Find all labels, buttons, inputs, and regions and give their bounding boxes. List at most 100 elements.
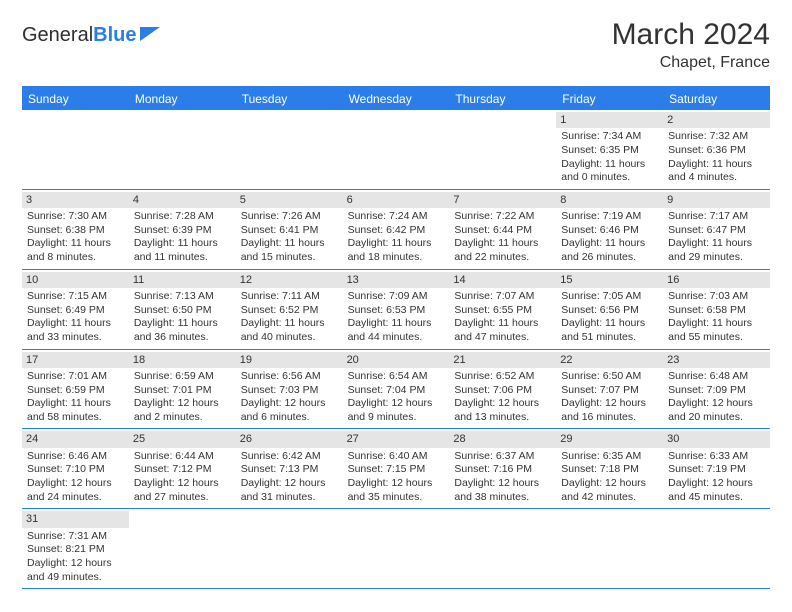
day-number: 10: [22, 272, 129, 288]
day-info: Sunrise: 7:05 AMSunset: 6:56 PMDaylight:…: [561, 290, 658, 345]
day-cell-31: 31 Sunrise: 7:31 AMSunset: 8:21 PMDayligh…: [22, 509, 129, 588]
day-header-friday: Friday: [556, 88, 663, 110]
day-cell-21: 21Sunrise: 6:52 AMSunset: 7:06 PMDayligh…: [449, 350, 556, 429]
day-info: Sunrise: 7:11 AMSunset: 6:52 PMDaylight:…: [241, 290, 338, 345]
month-title: March 2024: [612, 18, 770, 52]
day-number: 29: [556, 431, 663, 447]
day-cell-17: 17Sunrise: 7:01 AMSunset: 6:59 PMDayligh…: [22, 350, 129, 429]
day-cell-6: 6 Sunrise: 7:24 AMSunset: 6:42 PMDaylight…: [343, 190, 450, 269]
day-info: Sunrise: 7:31 AMSunset: 8:21 PMDaylight:…: [27, 530, 124, 585]
day-cell-3: 3Sunrise: 7:30 AMSunset: 6:38 PMDaylight…: [22, 190, 129, 269]
day-cell-24: 24 Sunrise: 6:46 AMSunset: 7:10 PMDayligh…: [22, 429, 129, 508]
day-info: Sunrise: 7:01 AMSunset: 6:59 PMDaylight:…: [27, 370, 124, 425]
day-info: Sunrise: 6:59 AMSunset: 7:01 PMDaylight:…: [134, 370, 231, 425]
day-number: 1: [556, 112, 663, 128]
day-info: Sunrise: 6:40 AMSunset: 7:15 PMDaylight:…: [348, 450, 445, 505]
day-number: 14: [449, 272, 556, 288]
day-header-monday: Monday: [129, 88, 236, 110]
day-info: Sunrise: 6:35 AMSunset: 7:18 PMDaylight:…: [561, 450, 658, 505]
day-number: 25: [129, 431, 236, 447]
empty-cell: [129, 110, 236, 189]
day-number: 6: [343, 192, 450, 208]
day-info: Sunrise: 7:32 AMSunset: 6:36 PMDaylight:…: [668, 130, 765, 185]
day-cell-26: 26Sunrise: 6:42 AMSunset: 7:13 PMDayligh…: [236, 429, 343, 508]
day-header-sunday: Sunday: [22, 88, 129, 110]
week-row: 17Sunrise: 7:01 AMSunset: 6:59 PMDayligh…: [22, 350, 770, 430]
day-info: Sunrise: 7:28 AMSunset: 6:39 PMDaylight:…: [134, 210, 231, 265]
empty-cell: [236, 110, 343, 189]
day-number: 12: [236, 272, 343, 288]
empty-cell: [663, 509, 770, 588]
day-info: Sunrise: 7:07 AMSunset: 6:55 PMDaylight:…: [454, 290, 551, 345]
day-number: 20: [343, 352, 450, 368]
empty-cell: [449, 509, 556, 588]
day-cell-1: 1 Sunrise: 7:34 AMSunset: 6:35 PMDaylight…: [556, 110, 663, 189]
logo-triangle-icon: [140, 27, 160, 41]
day-cell-25: 25 Sunrise: 6:44 AMSunset: 7:12 PMDayligh…: [129, 429, 236, 508]
day-info: Sunrise: 7:22 AMSunset: 6:44 PMDaylight:…: [454, 210, 551, 265]
day-number: 5: [236, 192, 343, 208]
day-cell-11: 11 Sunrise: 7:13 AMSunset: 6:50 PMDayligh…: [129, 270, 236, 349]
day-cell-30: 30 Sunrise: 6:33 AMSunset: 7:19 PMDayligh…: [663, 429, 770, 508]
day-number: 24: [22, 431, 129, 447]
logo-text-1: General: [22, 24, 93, 47]
day-cell-7: 7Sunrise: 7:22 AMSunset: 6:44 PMDaylight…: [449, 190, 556, 269]
day-header-thursday: Thursday: [449, 88, 556, 110]
day-number: 9: [663, 192, 770, 208]
day-cell-2: 2 Sunrise: 7:32 AMSunset: 6:36 PMDaylight…: [663, 110, 770, 189]
day-cell-12: 12 Sunrise: 7:11 AMSunset: 6:52 PMDayligh…: [236, 270, 343, 349]
calendar: SundayMondayTuesdayWednesdayThursdayFrid…: [22, 86, 770, 589]
day-info: Sunrise: 6:54 AMSunset: 7:04 PMDaylight:…: [348, 370, 445, 425]
day-cell-14: 14 Sunrise: 7:07 AMSunset: 6:55 PMDayligh…: [449, 270, 556, 349]
day-number: 22: [556, 352, 663, 368]
day-cell-9: 9 Sunrise: 7:17 AMSunset: 6:47 PMDaylight…: [663, 190, 770, 269]
day-info: Sunrise: 6:48 AMSunset: 7:09 PMDaylight:…: [668, 370, 765, 425]
week-row: 1 Sunrise: 7:34 AMSunset: 6:35 PMDaylight…: [22, 110, 770, 190]
day-info: Sunrise: 7:24 AMSunset: 6:42 PMDaylight:…: [348, 210, 445, 265]
day-cell-22: 22 Sunrise: 6:50 AMSunset: 7:07 PMDayligh…: [556, 350, 663, 429]
day-header-tuesday: Tuesday: [236, 88, 343, 110]
empty-cell: [129, 509, 236, 588]
day-info: Sunrise: 7:34 AMSunset: 6:35 PMDaylight:…: [561, 130, 658, 185]
empty-cell: [236, 509, 343, 588]
day-cell-5: 5 Sunrise: 7:26 AMSunset: 6:41 PMDaylight…: [236, 190, 343, 269]
day-number: 28: [449, 431, 556, 447]
day-info: Sunrise: 6:44 AMSunset: 7:12 PMDaylight:…: [134, 450, 231, 505]
day-info: Sunrise: 6:46 AMSunset: 7:10 PMDaylight:…: [27, 450, 124, 505]
day-info: Sunrise: 7:13 AMSunset: 6:50 PMDaylight:…: [134, 290, 231, 345]
empty-cell: [343, 110, 450, 189]
day-info: Sunrise: 7:17 AMSunset: 6:47 PMDaylight:…: [668, 210, 765, 265]
header: GeneralBlue March 2024 Chapet, France: [22, 18, 770, 72]
day-number: 15: [556, 272, 663, 288]
empty-cell: [556, 509, 663, 588]
week-row: 31 Sunrise: 7:31 AMSunset: 8:21 PMDayligh…: [22, 509, 770, 589]
day-number: 30: [663, 431, 770, 447]
day-number: 4: [129, 192, 236, 208]
day-cell-8: 8 Sunrise: 7:19 AMSunset: 6:46 PMDaylight…: [556, 190, 663, 269]
day-number: 13: [343, 272, 450, 288]
day-cell-18: 18 Sunrise: 6:59 AMSunset: 7:01 PMDayligh…: [129, 350, 236, 429]
empty-cell: [449, 110, 556, 189]
day-info: Sunrise: 6:56 AMSunset: 7:03 PMDaylight:…: [241, 370, 338, 425]
empty-cell: [343, 509, 450, 588]
day-cell-27: 27Sunrise: 6:40 AMSunset: 7:15 PMDayligh…: [343, 429, 450, 508]
day-number: 18: [129, 352, 236, 368]
empty-cell: [22, 110, 129, 189]
logo: GeneralBlue: [22, 24, 160, 47]
day-number: 21: [449, 352, 556, 368]
day-number: 8: [556, 192, 663, 208]
day-info: Sunrise: 7:19 AMSunset: 6:46 PMDaylight:…: [561, 210, 658, 265]
day-info: Sunrise: 6:50 AMSunset: 7:07 PMDaylight:…: [561, 370, 658, 425]
day-info: Sunrise: 6:33 AMSunset: 7:19 PMDaylight:…: [668, 450, 765, 505]
day-number: 2: [663, 112, 770, 128]
day-cell-10: 10Sunrise: 7:15 AMSunset: 6:49 PMDayligh…: [22, 270, 129, 349]
day-number: 31: [22, 511, 129, 527]
title-block: March 2024 Chapet, France: [612, 18, 770, 72]
week-row: 10Sunrise: 7:15 AMSunset: 6:49 PMDayligh…: [22, 270, 770, 350]
day-info: Sunrise: 7:26 AMSunset: 6:41 PMDaylight:…: [241, 210, 338, 265]
day-number: 3: [22, 192, 129, 208]
day-number: 11: [129, 272, 236, 288]
location: Chapet, France: [612, 54, 770, 72]
day-header-saturday: Saturday: [663, 88, 770, 110]
day-cell-19: 19Sunrise: 6:56 AMSunset: 7:03 PMDayligh…: [236, 350, 343, 429]
